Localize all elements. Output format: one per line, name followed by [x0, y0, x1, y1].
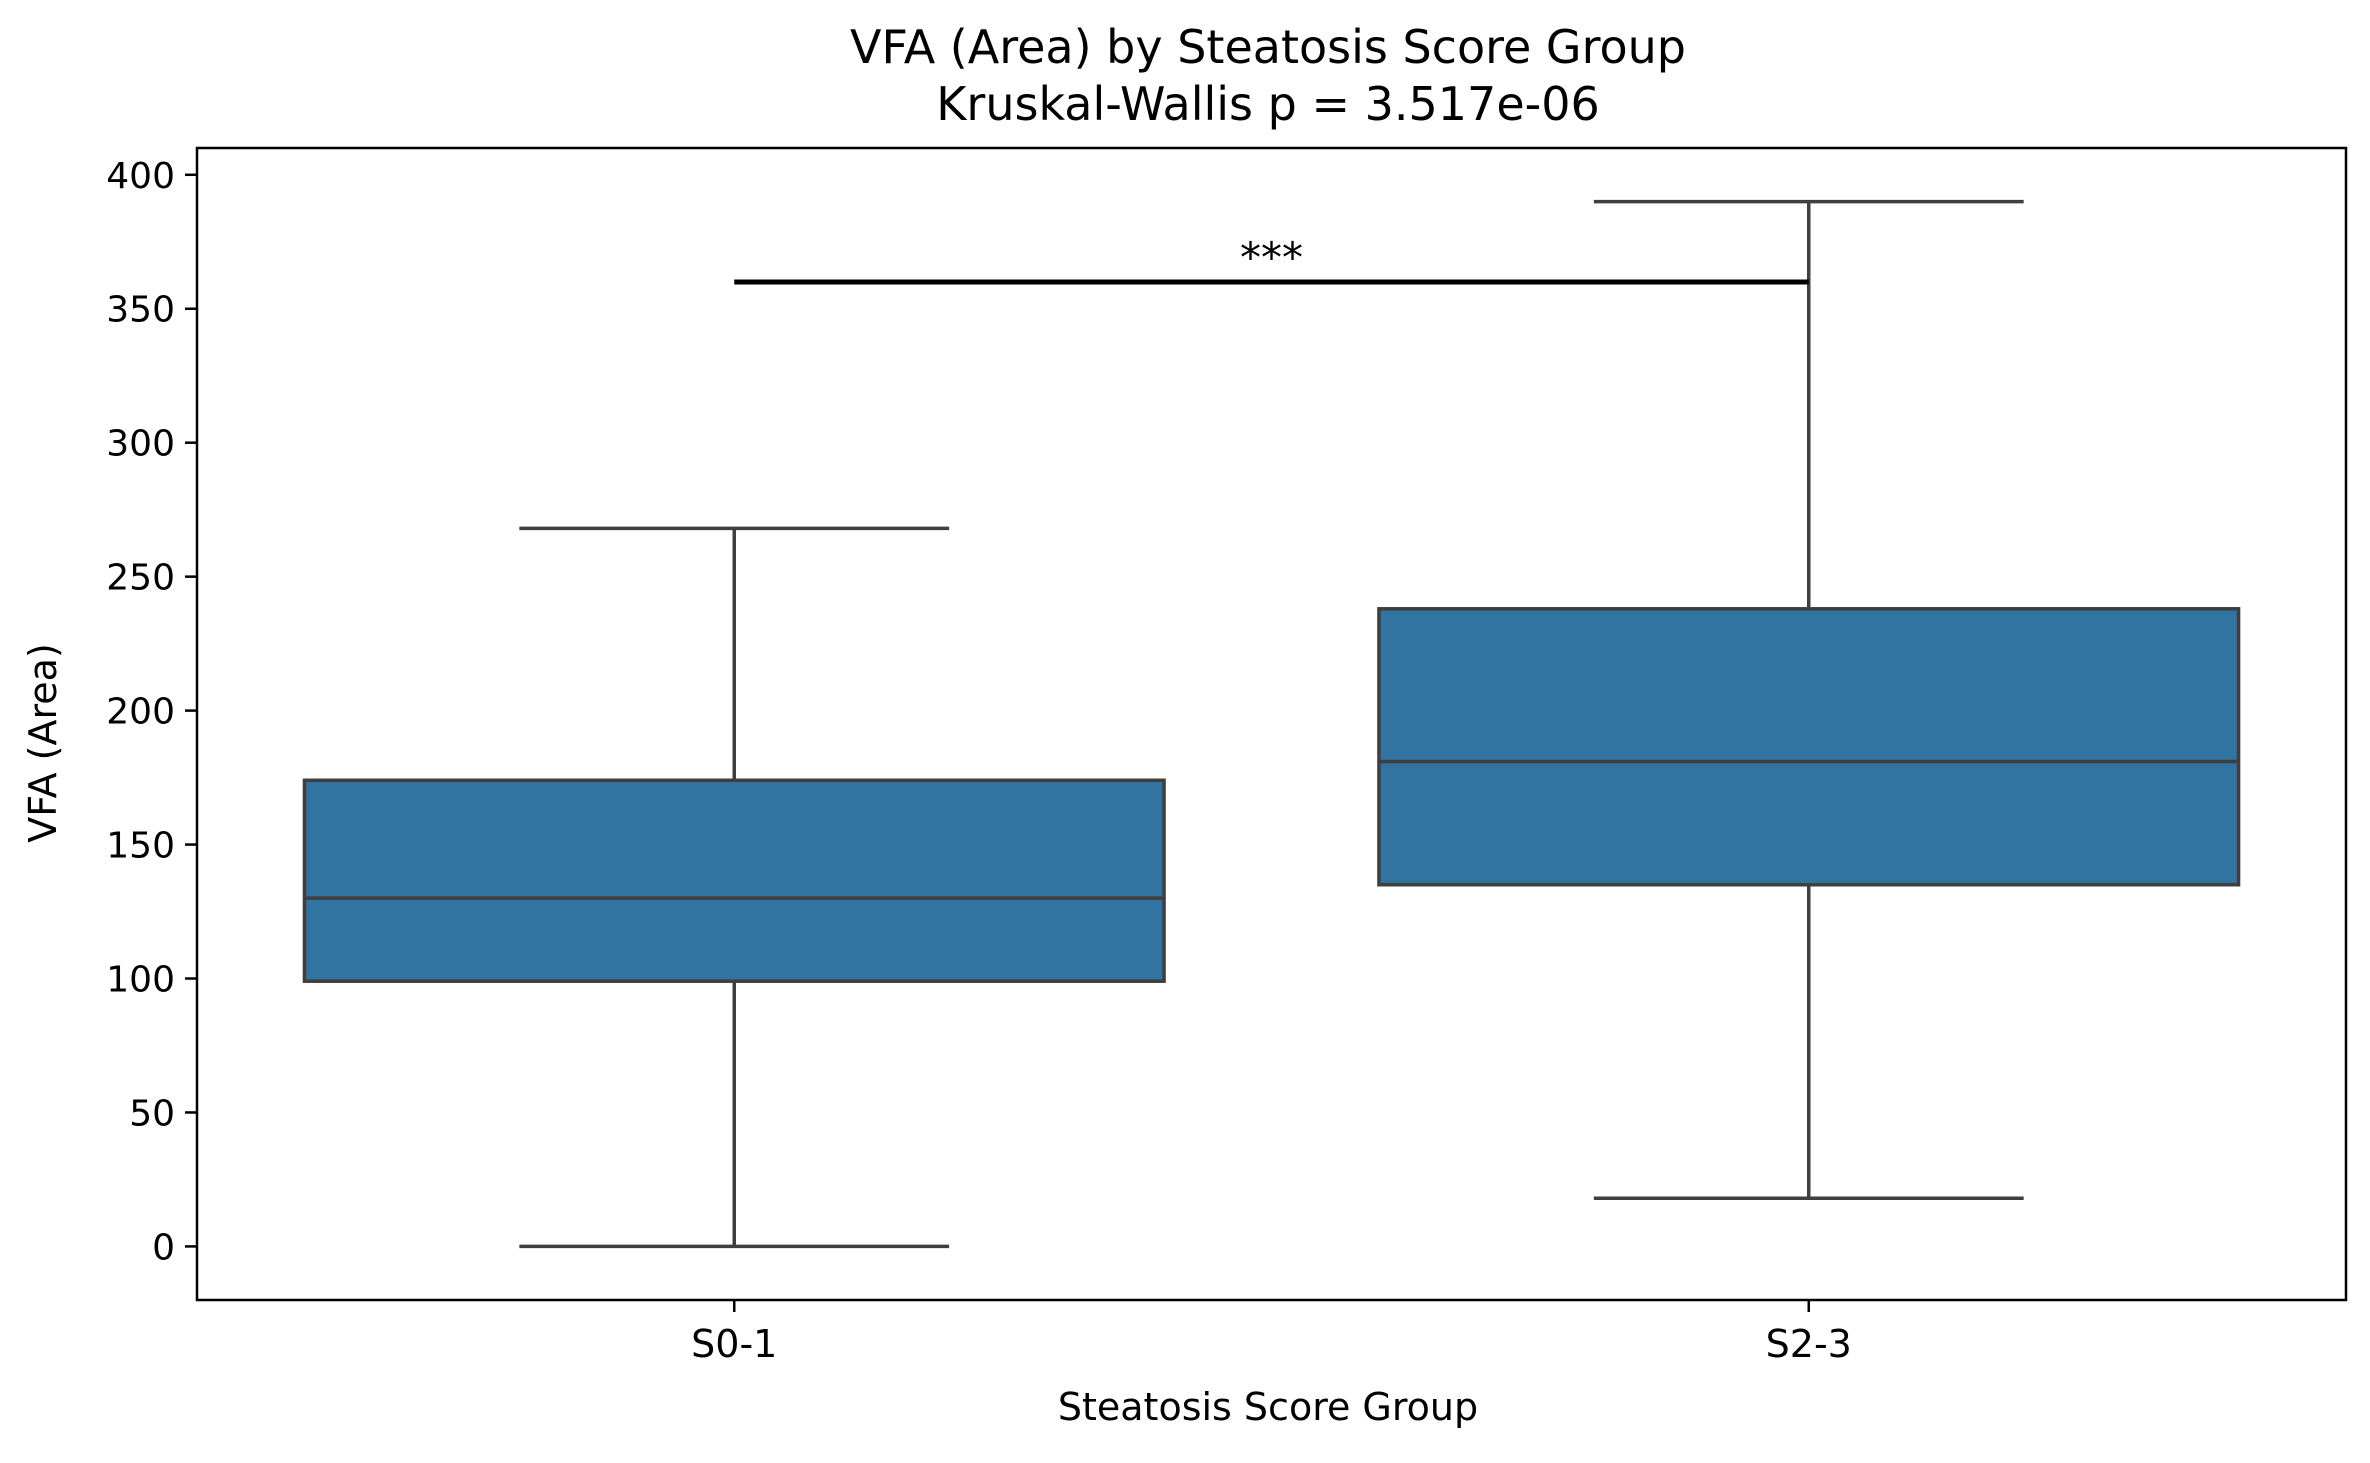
y-tick-label: 400 — [106, 156, 175, 197]
plot-area: 0 50 100 150 200 250 300 350 400 S0-1 S2-3 *** — [106, 146, 2348, 1366]
x-tick-label: S2-3 — [1766, 1322, 1852, 1366]
y-axis-label: VFA (Area) — [21, 643, 65, 843]
chart-title: VFA (Area) by Steatosis Score Group — [850, 20, 1686, 74]
x-tick-label: S0-1 — [691, 1322, 777, 1366]
box-S0-1 — [302, 778, 1166, 983]
y-tick-label: 250 — [106, 558, 175, 599]
y-tick-label: 350 — [106, 290, 175, 331]
box-S2-3 — [1377, 607, 2241, 887]
y-tick-label: 50 — [129, 1093, 175, 1134]
y-tick-label: 100 — [106, 960, 175, 1001]
y-tick-label: 0 — [152, 1227, 175, 1268]
x-axis-label: Steatosis Score Group — [1058, 1385, 1478, 1429]
significance-label: *** — [1240, 233, 1303, 282]
chart-subtitle: Kruskal-Wallis p = 3.517e-06 — [936, 77, 1600, 131]
y-tick-label: 150 — [106, 826, 175, 867]
y-tick-label: 200 — [106, 692, 175, 733]
plot-frame — [195, 146, 2348, 1302]
y-tick-label: 300 — [106, 424, 175, 465]
